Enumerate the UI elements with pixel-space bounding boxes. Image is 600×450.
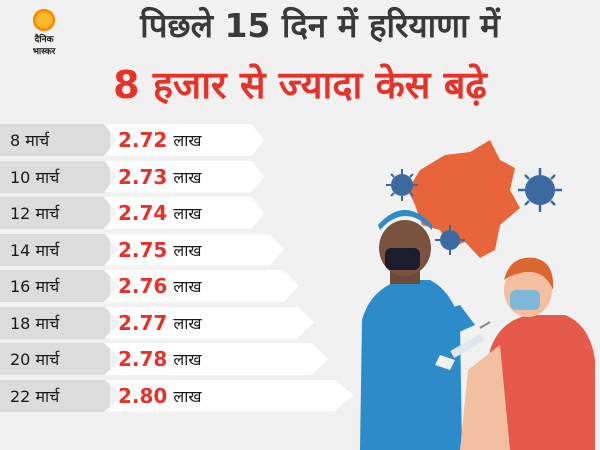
syringe-icon <box>450 321 491 358</box>
row-value-unit: लाख <box>173 277 202 296</box>
patient-icon <box>460 257 595 450</box>
table-row: 18 मार्च 2.77 लाख <box>0 306 360 339</box>
virus-icon <box>386 169 418 201</box>
headline-line2: 8 हजार से ज्यादा केस बढ़े <box>113 63 487 107</box>
row-value-unit: लाख <box>173 131 202 150</box>
brand-name-line1: दैनिक <box>34 35 54 45</box>
brand-logo: दैनिक भास्कर <box>12 6 76 58</box>
row-value-number: 2.75 <box>118 237 168 262</box>
haryana-map-icon <box>408 140 520 258</box>
row-value: 2.74 लाख <box>104 197 264 229</box>
row-value-unit: लाख <box>173 167 202 187</box>
row-value-number: 2.73 <box>118 164 168 189</box>
row-date: 18 मार्च <box>0 306 110 339</box>
nurse-icon <box>360 210 475 450</box>
row-value-number: 2.80 <box>118 383 168 408</box>
row-value: 2.72 लाख <box>104 124 264 156</box>
table-row: 16 मार्च 2.76 लाख <box>0 270 360 302</box>
row-value-unit: लाख <box>173 386 202 406</box>
table-row: 22 मार्च 2.80 लाख <box>0 379 360 412</box>
table-row: 20 मार्च 2.78 लाख <box>0 343 360 375</box>
vaccination-illustration <box>360 140 595 450</box>
row-value-unit: लाख <box>173 204 202 223</box>
row-value-number: 2.77 <box>118 310 168 335</box>
row-value: 2.75 लाख <box>104 233 284 266</box>
row-value: 2.80 लाख <box>104 379 354 412</box>
row-value-number: 2.78 <box>118 347 168 371</box>
table-row: 10 मार्च 2.73 लाख <box>0 160 360 193</box>
row-value: 2.78 लाख <box>104 343 329 375</box>
row-value: 2.77 लाख <box>104 306 314 339</box>
table-row: 14 मार्च 2.75 लाख <box>0 233 360 266</box>
table-row: 12 मार्च 2.74 लाख <box>0 197 360 229</box>
virus-icon <box>518 168 562 212</box>
row-value-number: 2.76 <box>118 274 168 298</box>
table-row: 8 मार्च 2.72 लाख <box>0 124 360 156</box>
row-date: 20 मार्च <box>0 343 110 375</box>
row-date: 8 मार्च <box>0 124 110 156</box>
row-value-unit: लाख <box>173 313 202 333</box>
row-date: 10 मार्च <box>0 160 110 193</box>
row-date: 16 मार्च <box>0 270 110 302</box>
sun-logo-icon <box>31 7 57 33</box>
row-value-number: 2.74 <box>118 201 168 225</box>
row-date: 22 मार्च <box>0 379 110 412</box>
row-value-unit: लाख <box>173 350 202 369</box>
brand-name-line2: भास्कर <box>32 47 56 57</box>
case-table: 8 मार्च 2.72 लाख 10 मार्च 2.73 लाख 12 मा… <box>0 124 360 416</box>
row-value: 2.76 लाख <box>104 270 299 302</box>
row-value: 2.73 लाख <box>104 160 264 193</box>
row-value-number: 2.72 <box>118 128 168 152</box>
row-value-unit: लाख <box>173 240 202 260</box>
row-date: 14 मार्च <box>0 233 110 266</box>
headline-line1: पिछले 15 दिन में हरियाणा में <box>140 6 500 45</box>
row-date: 12 मार्च <box>0 197 110 229</box>
virus-icon <box>435 225 465 255</box>
